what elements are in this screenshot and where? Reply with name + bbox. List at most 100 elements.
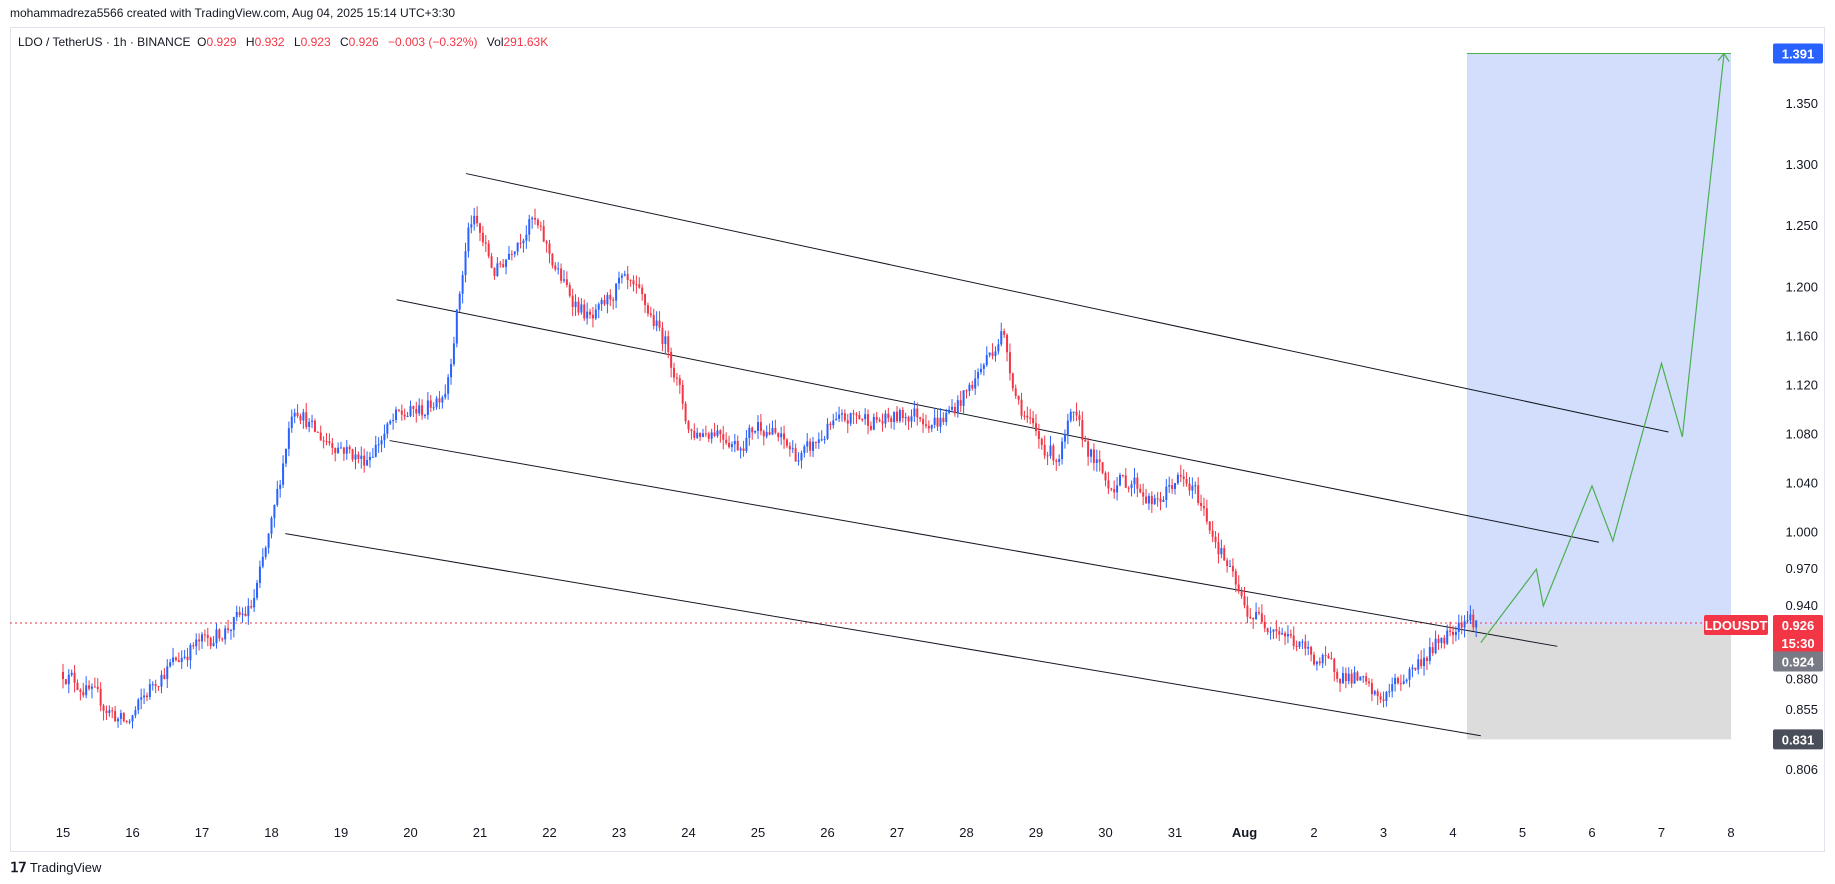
candle: [1113, 480, 1116, 499]
candle: [1153, 494, 1156, 505]
candle: [896, 406, 898, 424]
candle: [881, 413, 884, 432]
candle: [560, 263, 563, 284]
candle-body: [203, 634, 206, 636]
candle-body: [730, 444, 733, 448]
candle: [1116, 477, 1119, 501]
candle: [342, 446, 345, 462]
candle: [942, 412, 945, 425]
candle-body: [85, 685, 88, 696]
candle-body: [140, 697, 143, 700]
candle: [1466, 611, 1469, 624]
candle-body: [757, 422, 759, 431]
candle-body: [571, 295, 574, 308]
candle: [186, 647, 189, 667]
candle-body: [997, 344, 1000, 352]
candle: [1249, 608, 1252, 620]
candle-body: [722, 434, 725, 440]
candle: [114, 705, 117, 722]
candle-body: [342, 447, 345, 454]
candle: [313, 418, 316, 433]
candle: [869, 421, 872, 432]
candle: [499, 261, 502, 268]
candle-body: [201, 634, 203, 642]
candle: [1139, 484, 1142, 494]
candle-body: [953, 406, 956, 414]
candle-body: [452, 343, 455, 365]
candle-body: [397, 409, 400, 411]
candle: [1272, 629, 1275, 640]
candle-body: [979, 368, 982, 373]
candle: [1023, 410, 1026, 420]
candle-body: [951, 406, 954, 410]
candle-body: [1321, 655, 1324, 664]
candle: [1460, 615, 1463, 635]
candle: [788, 442, 791, 457]
candle-body: [606, 294, 609, 305]
candle-body: [762, 431, 765, 437]
candle: [1055, 458, 1058, 471]
candle-body: [898, 410, 901, 421]
candle-body: [615, 283, 618, 301]
candle: [357, 451, 360, 464]
y-tick-label: 1.040: [1785, 475, 1818, 490]
symbol-label[interactable]: LDO / TetherUS · 1h · BINANCE: [18, 35, 191, 49]
candle: [809, 438, 812, 457]
candle: [1014, 384, 1017, 399]
candle-body: [279, 484, 282, 489]
candle: [85, 676, 88, 699]
candle-body: [1257, 612, 1260, 614]
candle-body: [513, 251, 516, 255]
candle-body: [192, 645, 195, 647]
candle: [1327, 653, 1330, 659]
candle-body: [1344, 673, 1347, 682]
candle: [867, 409, 870, 435]
candle-body: [684, 403, 687, 422]
candle: [968, 382, 971, 397]
candle-body: [377, 444, 380, 446]
candle: [820, 430, 823, 442]
candle-body: [1037, 431, 1040, 439]
candle: [962, 390, 965, 414]
candle-body: [591, 314, 594, 319]
x-tick-label: 28: [959, 825, 973, 840]
x-tick-label: 20: [403, 825, 417, 840]
candle-body: [392, 420, 395, 422]
candle: [745, 430, 748, 454]
candle-body: [143, 695, 146, 698]
candle-body: [1121, 475, 1124, 477]
candle: [1405, 678, 1408, 684]
candle-body: [1246, 605, 1249, 617]
candle: [1032, 410, 1035, 428]
candle-body: [499, 263, 502, 265]
candle-body: [400, 410, 403, 415]
candle: [1061, 437, 1064, 465]
candle-body: [93, 686, 96, 688]
candle: [143, 688, 146, 705]
candle: [450, 358, 453, 385]
candle-body: [1032, 418, 1035, 424]
candle: [1391, 677, 1394, 698]
candle-body: [675, 377, 678, 379]
candle: [128, 719, 131, 725]
candle: [125, 720, 128, 724]
candle: [838, 406, 841, 423]
candle-body: [977, 372, 980, 379]
candle: [1423, 648, 1426, 676]
candle: [632, 275, 635, 292]
open-value: 0.929: [206, 35, 237, 49]
candle: [1278, 626, 1281, 642]
candle-body: [1452, 631, 1454, 636]
candle: [591, 306, 594, 328]
x-tick-label: 21: [473, 825, 487, 840]
candle: [328, 433, 331, 446]
candle: [1179, 465, 1182, 483]
candle-body: [1341, 673, 1344, 684]
candle-body: [1185, 479, 1188, 484]
candle: [1130, 480, 1133, 497]
candle: [1353, 666, 1356, 684]
candle-body: [351, 449, 354, 460]
candle-body: [814, 441, 817, 443]
candle: [849, 412, 852, 427]
